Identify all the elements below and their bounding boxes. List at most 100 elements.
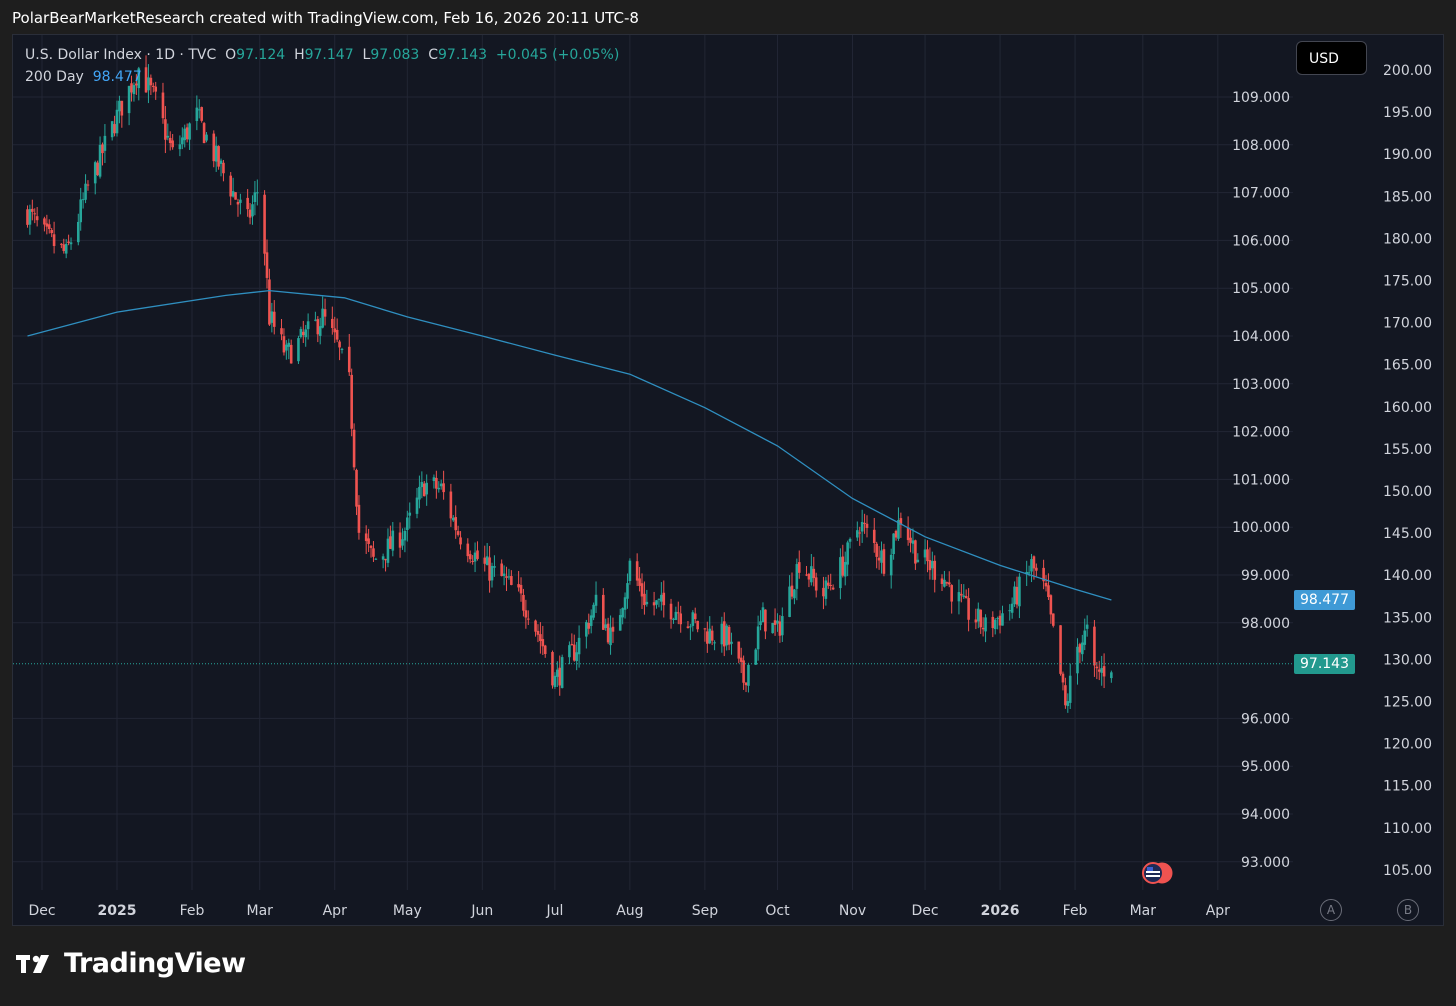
candle-body — [340, 348, 344, 350]
candle-body — [449, 491, 453, 519]
candle-body — [268, 279, 271, 325]
candle-body — [335, 329, 339, 340]
tradingview-brand: TradingView — [16, 948, 246, 979]
candle-body — [662, 592, 666, 606]
candle-body — [306, 321, 310, 330]
candle-body — [47, 224, 51, 230]
candle-body — [771, 622, 774, 634]
candle-body — [367, 538, 370, 544]
chart-panel[interactable]: 109.000 108.000 107.000 106.000 105.000 104.0… — [12, 34, 1444, 926]
candle-body — [831, 587, 835, 590]
candle-body — [398, 532, 402, 548]
candle-body — [877, 557, 881, 561]
time-tick-label: Sep — [692, 903, 719, 919]
right-tick-label: 125.00 — [1383, 695, 1432, 711]
left-tick-label: 99.000 — [1241, 568, 1290, 584]
candle-body — [476, 550, 479, 559]
candle-body — [519, 584, 523, 594]
candle-body — [297, 338, 300, 362]
candle-body — [991, 616, 995, 629]
candle-body — [950, 585, 953, 602]
candle-body — [115, 109, 119, 134]
candle-body — [166, 135, 170, 138]
time-tick-label: Jun — [470, 903, 493, 919]
time-tick-label: Mar — [247, 903, 274, 919]
candle-body — [543, 645, 547, 654]
candle-body — [974, 619, 978, 623]
price-chart[interactable]: 109.000 108.000 107.000 106.000 105.000 104.0… — [13, 35, 1443, 925]
candle-body — [1001, 613, 1004, 626]
candle-body — [575, 652, 578, 662]
candle-body — [539, 634, 542, 641]
candle-body — [149, 77, 153, 86]
candle-body — [1018, 576, 1021, 607]
candle-body — [558, 667, 562, 686]
candle-body — [299, 329, 303, 337]
ma-value: 98.477 — [92, 69, 142, 85]
left-tick-label: 98.000 — [1241, 616, 1290, 632]
right-tick-label: 105.00 — [1383, 863, 1432, 879]
left-tick-label: 102.000 — [1232, 425, 1290, 441]
candle-body — [381, 556, 385, 560]
candle-body — [485, 556, 489, 565]
right-tick-label: 155.00 — [1383, 442, 1432, 458]
candle-body — [747, 664, 750, 686]
candle-body — [1061, 673, 1065, 683]
close-value: 97.143 — [438, 47, 488, 63]
candle-body — [570, 643, 574, 646]
candle-body — [161, 92, 165, 119]
currency-button[interactable]: USD — [1296, 41, 1367, 75]
candle-body — [287, 342, 291, 347]
left-tick-label: 107.000 — [1232, 186, 1290, 202]
candle-body — [26, 209, 29, 225]
candle-body — [962, 595, 966, 597]
candle-body — [31, 208, 34, 212]
last-price-tag: 97.143 — [1294, 653, 1355, 674]
candle-body — [256, 192, 259, 194]
candle-body — [1083, 630, 1087, 645]
left-tick-label: 103.000 — [1232, 377, 1290, 393]
candle-body — [357, 504, 361, 533]
candle-body — [872, 529, 876, 543]
candle-body — [251, 204, 254, 217]
candle-body — [331, 318, 334, 328]
candle-body — [812, 568, 816, 579]
us-flag-events-icon[interactable] — [1140, 861, 1176, 885]
candle-body — [1010, 603, 1014, 613]
candle-body — [1110, 672, 1113, 679]
candle-body — [67, 241, 70, 243]
candle-body — [737, 641, 741, 659]
candle-body — [132, 85, 136, 95]
candle-body — [964, 596, 968, 599]
candle-body — [50, 229, 53, 234]
candle-body — [1064, 685, 1067, 706]
auto-scale-button[interactable]: A — [1320, 899, 1342, 921]
candle-body — [940, 578, 944, 584]
right-tick-label: 170.00 — [1383, 316, 1432, 332]
candle-body — [451, 517, 455, 521]
candle-body — [178, 144, 182, 150]
candle-body — [239, 199, 242, 203]
candle-body — [536, 630, 540, 635]
candle-body — [147, 77, 150, 91]
candle-body — [285, 344, 288, 351]
candle-body — [846, 542, 849, 565]
candle-body — [894, 530, 898, 538]
candle-body — [369, 545, 373, 548]
candle-body — [621, 608, 624, 618]
candle-body — [347, 346, 351, 373]
candle-body — [372, 548, 375, 557]
candle-body — [897, 520, 900, 539]
scale-b-button[interactable]: B — [1397, 899, 1419, 921]
time-axis: Dec 2025 Feb Mar Apr May Jun Jul Aug Sep Oct Nov Dec… — [28, 903, 1230, 919]
candle-body — [188, 123, 191, 140]
candle-body — [693, 613, 697, 620]
candle-body — [98, 144, 102, 177]
left-tick-label: 101.000 — [1232, 472, 1290, 488]
candle-body — [981, 627, 985, 630]
time-tick-label: Feb — [1063, 903, 1088, 919]
candle-body — [69, 242, 73, 245]
candle-body — [756, 626, 760, 650]
candle-body — [374, 558, 378, 560]
candle-body — [759, 621, 762, 626]
